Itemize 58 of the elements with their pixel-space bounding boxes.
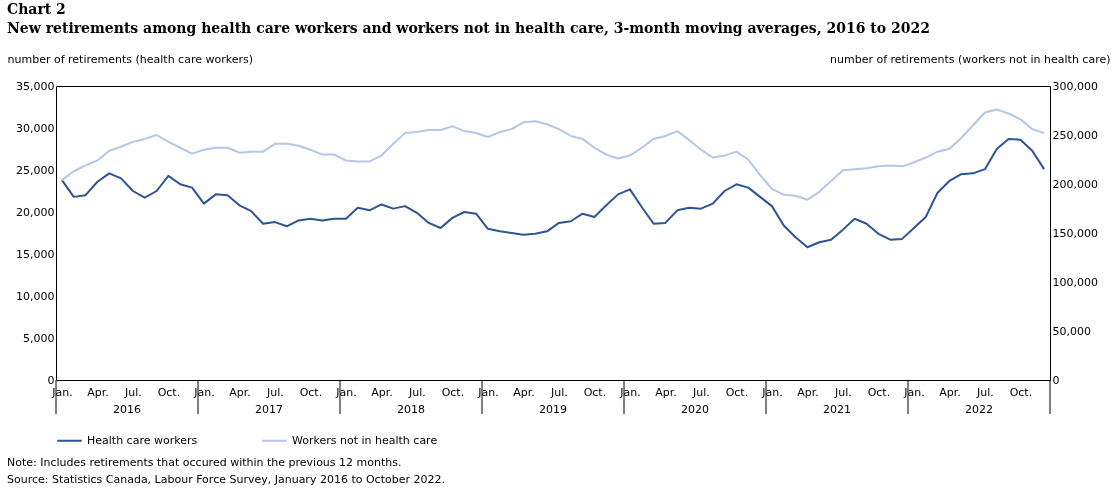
x-tick-label: Oct. [157,385,181,399]
y-tick-label: 5,000 [23,331,55,345]
x-tick-label: Oct. [583,385,607,399]
legend-label: Health care workers [87,433,198,447]
y-tick-label: 0 [47,373,55,387]
x-tick-label: Apr. [229,385,251,399]
x-tick-label: Jul. [834,385,852,399]
x-tick-label: Jan. [477,385,499,399]
text: 2021 [823,403,851,416]
x-tick-label: Jul. [408,385,426,399]
legend-label: Workers not in health care [292,433,438,447]
y2-axis-title: number of retirements (workers not in health care) [829,52,1111,66]
y-tick-label: 30,000 [16,121,55,135]
text: 2017 [255,403,283,416]
y2-tick-label: 100,000 [1052,275,1098,289]
y2-tick-label: 0 [1052,373,1060,387]
y-tick-label: 25,000 [16,163,55,177]
y-tick-label: 15,000 [16,247,55,261]
x-tick-label: Apr. [371,385,393,399]
y2-tick-label: 250,000 [1052,128,1098,142]
text: Note: Includes retirements that occured within the previous 12 months. [7,456,402,469]
x-tick-label: Oct. [299,385,323,399]
text: 2018 [397,403,425,416]
x-tick-label: Jan. [903,385,925,399]
x-tick-label: Jul. [976,385,994,399]
text: 2020 [681,403,709,416]
x-tick-label: Jan. [193,385,215,399]
x-tick-label: Oct. [867,385,891,399]
x-tick-label: Jan. [51,385,73,399]
x-tick-label: Apr. [655,385,677,399]
x-tick-label: Jul. [692,385,710,399]
x-tick-label: Oct. [441,385,465,399]
y2-tick-label: 200,000 [1052,177,1098,191]
chart-title: Chart 2 [7,1,66,17]
x-tick-label: Oct. [725,385,749,399]
x-tick-label: Jul. [550,385,568,399]
y-tick-label: 35,000 [16,79,55,93]
x-tick-label: Jan. [761,385,783,399]
x-tick-label: Apr. [797,385,819,399]
x-tick-label: Jul. [266,385,284,399]
x-tick-label: Apr. [513,385,535,399]
y-axis-title: number of retirements (health care workers) [7,52,253,66]
x-tick-label: Jul. [124,385,142,399]
x-tick-label: Apr. [939,385,961,399]
x-tick-label: Jan. [335,385,357,399]
y2-tick-label: 50,000 [1052,324,1091,338]
x-tick-label: Apr. [87,385,109,399]
text: 2022 [965,403,993,416]
y2-tick-label: 300,000 [1052,79,1098,93]
text: 2016 [113,403,141,416]
x-tick-label: Jan. [619,385,641,399]
chart-subtitle: New retirements among health care workers and workers not in health care, 3-month moving averages, 2016 to 2022 [7,20,930,36]
y-tick-label: 10,000 [16,289,55,303]
x-tick-label: Oct. [1009,385,1033,399]
y2-tick-label: 150,000 [1052,226,1098,240]
y-tick-label: 20,000 [16,205,55,219]
source-note: Source: Statistics Canada, Labour Force Survey, January 2016 to October 2022. [7,473,445,486]
text: 2019 [539,403,567,416]
